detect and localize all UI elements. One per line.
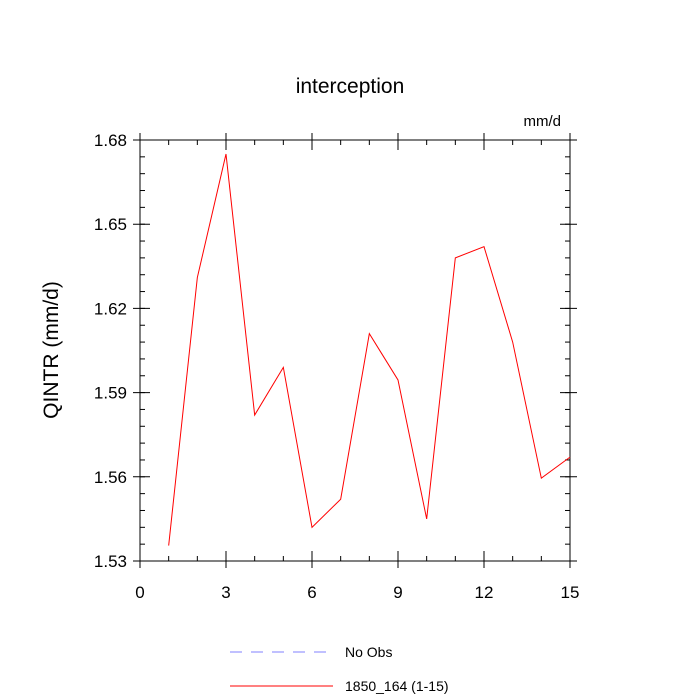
plot-frame (139, 139, 571, 562)
legend: No Obs 1850_164 (1-15) (230, 644, 449, 694)
y-tick-label: 1.68 (94, 131, 127, 150)
legend-label-no-obs: No Obs (345, 644, 392, 660)
y-tick-label: 1.65 (94, 215, 127, 234)
y-tick-label: 1.53 (94, 552, 127, 571)
y-tick-label: 1.59 (94, 384, 127, 403)
x-tick-label: 6 (307, 583, 316, 602)
y-tick-label: 1.56 (94, 468, 127, 487)
x-tick-label: 12 (475, 583, 494, 602)
y-axis-label: QINTR (mm/d) (40, 281, 63, 419)
x-tick-label: 3 (221, 583, 230, 602)
chart-title: interception (296, 75, 405, 98)
legend-label-series: 1850_164 (1-15) (345, 678, 449, 694)
units-label: mm/d (524, 113, 562, 130)
plot-area: 0 3 6 9 12 15 1.53 1.56 1.59 1.62 1.65 1.68 (94, 131, 580, 602)
y-tick-label: 1.62 (94, 299, 127, 318)
x-tick-label: 0 (135, 583, 144, 602)
series-line (168, 153, 571, 546)
x-tick-label: 15 (561, 583, 580, 602)
x-tick-label: 9 (393, 583, 402, 602)
